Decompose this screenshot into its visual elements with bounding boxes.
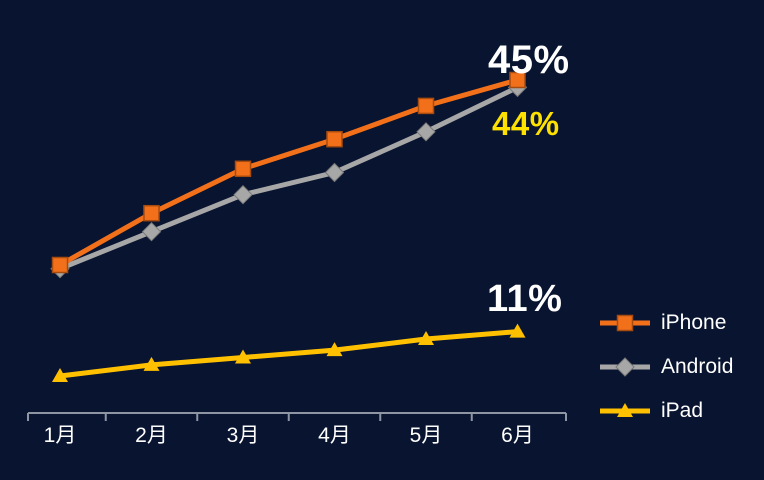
svg-text:3月: 3月 (227, 424, 260, 447)
android-diamond-marker-icon (600, 357, 650, 377)
legend-item-ipad: iPad (598, 399, 733, 423)
data-label-android: 44% (492, 105, 560, 142)
svg-text:5月: 5月 (410, 424, 443, 447)
svg-text:1月: 1月 (44, 424, 77, 447)
legend-label-android: Android (661, 355, 734, 378)
svg-text:6月: 6月 (501, 424, 534, 447)
ipad-triangle-marker-icon (600, 403, 650, 417)
iphone-square-marker-icon (600, 314, 650, 332)
legend-label-iphone: iPhone (661, 311, 727, 334)
legend-item-iphone: iPhone (598, 311, 733, 335)
svg-text:4月: 4月 (318, 424, 351, 447)
data-label-ipad: 11% (487, 278, 563, 320)
svg-text:2月: 2月 (135, 424, 168, 447)
data-label-iphone: 45% (488, 38, 570, 82)
legend-item-android: Android (598, 355, 733, 379)
legend-label-ipad: iPad (661, 399, 704, 422)
legend: iPhone Android iPad (598, 311, 733, 423)
